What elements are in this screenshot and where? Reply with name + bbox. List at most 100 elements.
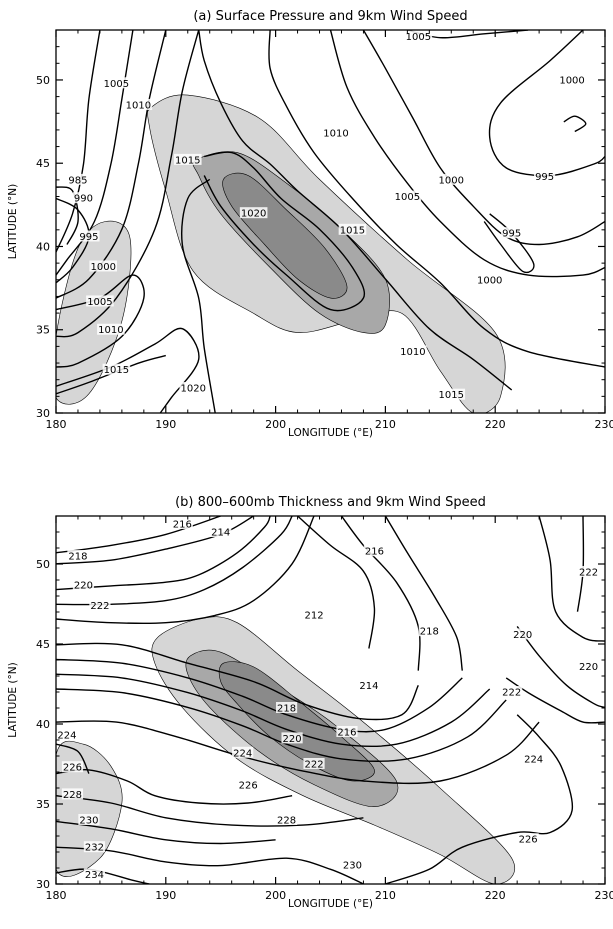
contour-label-bg-6	[86, 295, 114, 307]
plot-frame	[55, 29, 606, 414]
contour-label-14: 226	[239, 780, 258, 791]
contour-label-bg-20	[475, 273, 504, 285]
x-tick-label-2: 200	[265, 889, 286, 902]
contour-label-bg-21	[399, 345, 427, 357]
contour-line-0	[56, 516, 221, 554]
y-tick-label-3: 45	[36, 638, 50, 651]
contour-label-bg-4	[78, 230, 100, 242]
contour-line-10	[181, 178, 216, 413]
contour-line-7	[384, 516, 463, 671]
contour-label-bg-6	[363, 545, 386, 557]
contour-label-10: 216	[337, 728, 356, 739]
contour-label-12: 1020	[181, 384, 206, 395]
contour-label-bg-24	[512, 628, 534, 640]
contour-label-3: 220	[74, 580, 93, 591]
wind-speed-shading-0	[56, 740, 123, 877]
contour-label-bg-17	[61, 761, 84, 773]
x-tick-label-0: 180	[46, 418, 67, 431]
contour-label-bg-25	[577, 660, 600, 672]
contour-label-bg-1	[124, 98, 153, 110]
contour-label-bg-12	[179, 382, 208, 394]
contour-label-22: 230	[343, 860, 362, 871]
contour-label-bg-28	[517, 833, 539, 845]
chart-title: (a) Surface Pressure and 9km Wind Speed	[193, 9, 467, 24]
contour-label-bg-16	[404, 30, 433, 42]
contour-label-25: 220	[579, 662, 598, 673]
contour-label-14: 1005	[395, 192, 420, 203]
panel-b: (b) 800–600mb Thickness and 9km Wind Spe…	[7, 495, 613, 910]
contour-label-bg-0	[171, 518, 193, 529]
contour-label-19: 230	[79, 816, 98, 827]
contour-label-20: 232	[85, 843, 104, 854]
y-tick-label-4: 50	[36, 74, 50, 87]
x-axis-label: LONGITUDE (°E)	[288, 427, 373, 439]
contour-label-bg-21	[83, 868, 106, 880]
contour-label-bg-13	[303, 758, 325, 769]
contour-line-10	[56, 673, 491, 748]
contour-line-2	[56, 30, 167, 299]
contour-line-17	[56, 846, 364, 884]
x-tick-label-0: 180	[46, 889, 67, 902]
wind-speed-shading-3	[222, 172, 348, 299]
contour-label-bg-3	[72, 578, 95, 590]
contour-label-17: 1000	[559, 75, 584, 86]
x-axis-label: LONGITUDE (°E)	[288, 898, 373, 910]
contour-label-bg-19	[501, 227, 523, 239]
contour-label-26: 222	[502, 688, 521, 699]
contour-label-23: 222	[579, 568, 598, 579]
contour-line-9	[203, 151, 365, 312]
contour-label-bg-18	[534, 170, 556, 182]
contour-line-9	[56, 658, 463, 733]
contour-line-22	[576, 516, 585, 612]
contour-label-11: 1015	[340, 225, 365, 236]
y-axis-label: LATITUDE (°N)	[7, 184, 19, 259]
contour-label-bg-11	[338, 223, 367, 235]
contour-label-15: 1000	[439, 175, 464, 186]
contour-label-20: 1000	[477, 275, 502, 286]
contour-label-bg-10	[336, 726, 358, 737]
y-tick-label-0: 30	[36, 878, 50, 891]
x-tick-label-4: 220	[485, 889, 506, 902]
contour-line-21	[516, 625, 605, 709]
contour-label-bg-27	[523, 753, 545, 765]
plot-area: 216 214 218 220 222 212 216 218 214 218 216 220 224 2…	[56, 516, 605, 884]
contour-label-19: 995	[502, 229, 521, 240]
x-tick-label-1: 190	[155, 418, 176, 431]
x-tick-label-1: 190	[155, 889, 176, 902]
contour-line-2	[56, 516, 271, 591]
contour-label-bg-8	[102, 363, 131, 375]
contour-label-bg-8	[358, 679, 380, 691]
contour-label-bg-16	[56, 729, 78, 741]
contour-line-11	[56, 688, 507, 762]
contour-label-13: 222	[304, 760, 323, 771]
contour-label-bg-2	[67, 173, 89, 185]
x-tick-label-3: 210	[375, 418, 396, 431]
contour-line-15	[488, 30, 605, 177]
contour-label-bg-10	[239, 207, 268, 219]
contour-label-bg-2	[67, 550, 89, 561]
contour-line-15	[56, 795, 364, 827]
contour-line-14	[56, 768, 293, 805]
x-tick-label-5: 230	[595, 418, 613, 431]
contour-label-2: 218	[68, 552, 87, 563]
contour-label-bg-4	[89, 599, 111, 611]
plot-frame	[55, 515, 606, 885]
y-tick-label-1: 35	[36, 798, 50, 811]
contour-line-13	[56, 743, 90, 774]
contour-label-0: 1005	[104, 79, 129, 90]
contour-label-bg-26	[501, 686, 523, 697]
contour-line-0	[56, 30, 101, 253]
y-tick-label-2: 40	[36, 718, 50, 731]
contour-line-19	[538, 516, 605, 642]
contour-label-22: 1015	[439, 390, 464, 401]
contour-label-1: 214	[211, 528, 230, 539]
contour-label-7: 1010	[98, 325, 123, 336]
contour-label-17: 226	[63, 763, 82, 774]
contour-label-1: 1010	[126, 100, 151, 111]
contour-line-11	[268, 30, 605, 368]
y-tick-label-2: 40	[36, 240, 50, 253]
contour-line-12	[56, 720, 540, 785]
contour-label-18: 228	[63, 790, 82, 801]
contour-label-10: 1020	[241, 209, 266, 220]
contour-label-bg-0	[102, 77, 131, 89]
